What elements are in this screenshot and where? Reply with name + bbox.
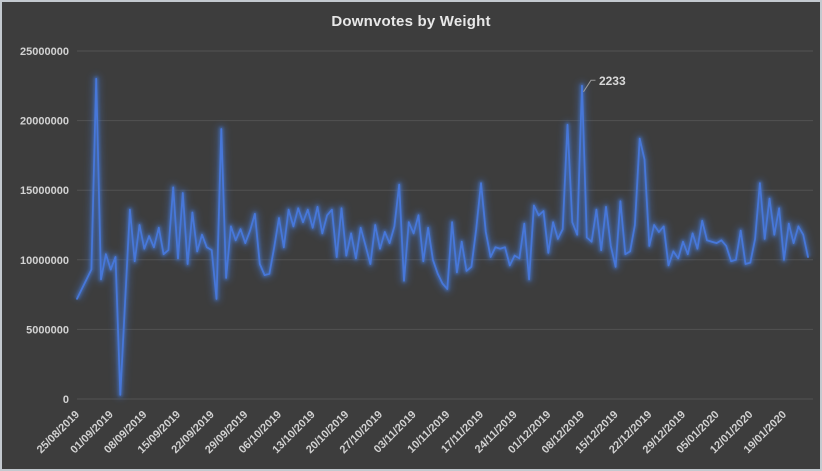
y-axis-labels: 25000000 20000000 15000000 10000000 5000000 0 xyxy=(20,46,69,406)
series-group xyxy=(72,74,813,400)
y-axis-tick-label: 5000000 xyxy=(26,324,69,336)
annotation-leader-line xyxy=(583,79,596,93)
y-axis-tick-label: 20000000 xyxy=(20,116,69,128)
x-axis-labels: 25/08/201901/09/201908/09/201915/09/2019… xyxy=(35,409,789,456)
y-axis-tick-label: 0 xyxy=(63,394,69,406)
y-axis-tick-label: 15000000 xyxy=(20,185,69,197)
series-line xyxy=(76,77,809,396)
data-label-annotation: 2233 xyxy=(599,74,626,88)
annotation-group: 2233 xyxy=(583,74,626,93)
y-axis-tick-label: 25000000 xyxy=(20,46,69,58)
chart-title: Downvotes by Weight xyxy=(331,13,491,30)
y-axis-tick-label: 10000000 xyxy=(20,255,69,267)
